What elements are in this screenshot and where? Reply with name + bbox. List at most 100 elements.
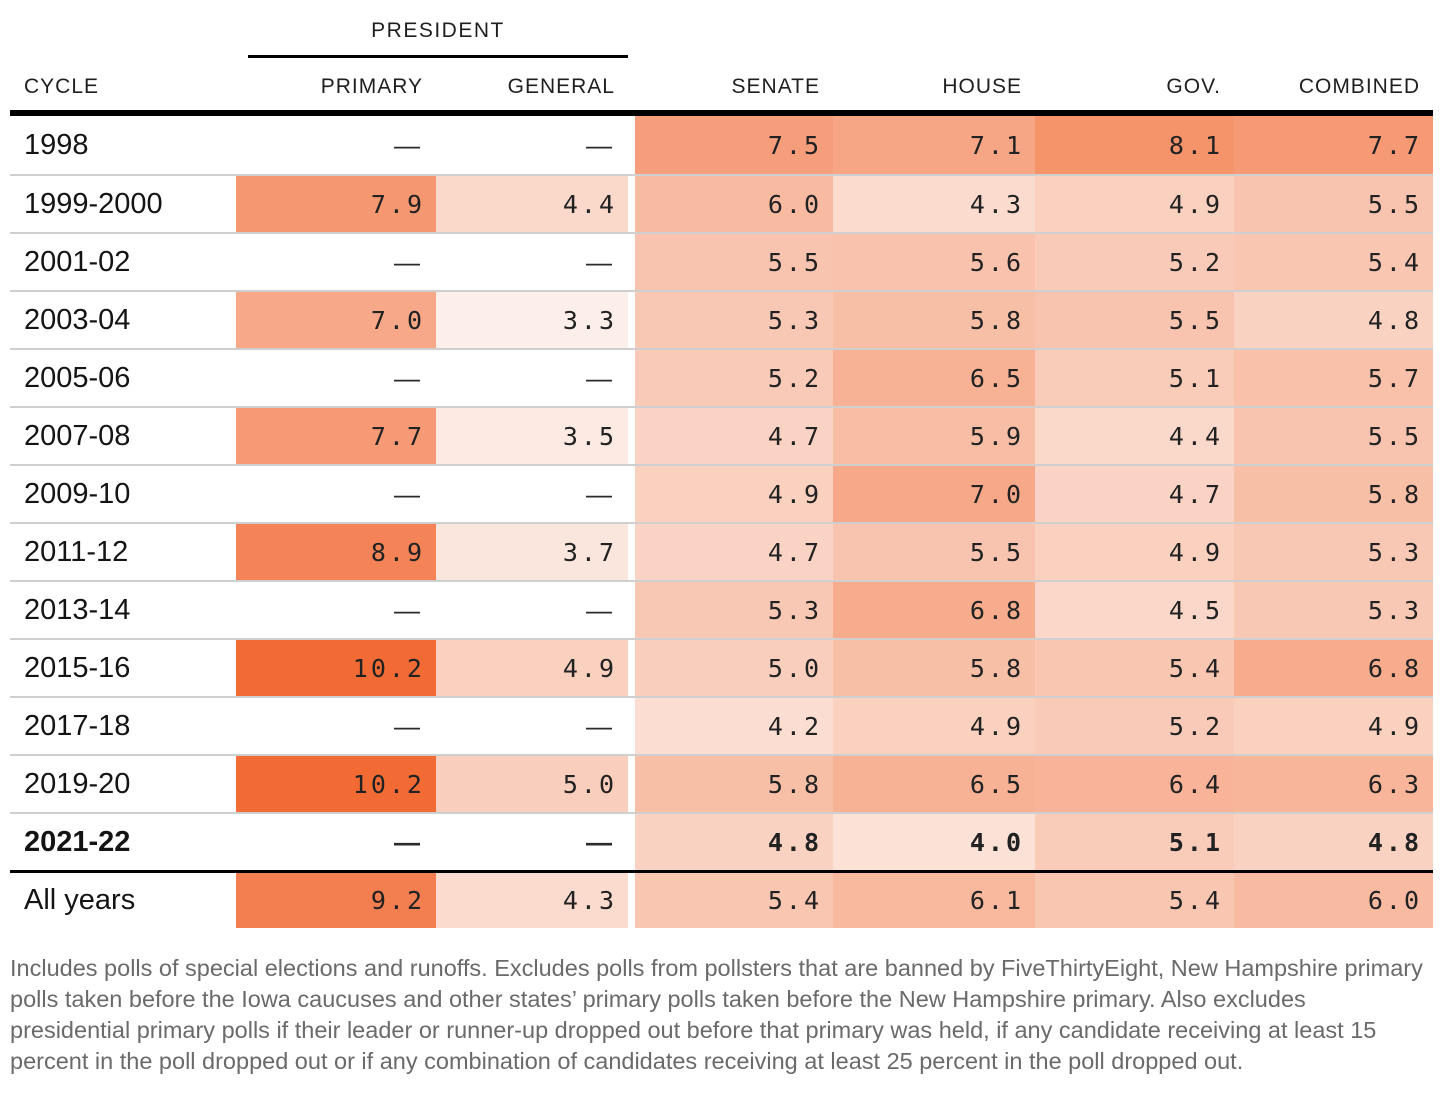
value-cell: 5.3	[1234, 582, 1433, 638]
cycle-cell: 2003-04	[24, 303, 131, 336]
table-row: 2011-12 8.9 3.7 4.7 5.5 4.9 5.3	[10, 522, 1433, 580]
value-cell: 6.8	[1234, 640, 1433, 696]
value-cell: 4.3	[833, 176, 1035, 232]
value-cell: 6.0	[635, 176, 833, 232]
value-cell: 5.3	[1234, 524, 1433, 580]
value-cell: 5.8	[1234, 466, 1433, 522]
table-row: 2003-04 7.0 3.3 5.3 5.8 5.5 4.8	[10, 290, 1433, 348]
cycle-cell: 2011-12	[24, 535, 129, 568]
value-cell: 5.5	[833, 524, 1035, 580]
value-cell: 4.9	[1234, 698, 1433, 754]
missing-value-cell: —	[394, 129, 420, 160]
value-cell: 7.0	[236, 292, 436, 348]
value-cell: 6.3	[1234, 756, 1433, 812]
value-cell: 7.1	[833, 116, 1035, 174]
value-cell: 5.4	[1035, 873, 1234, 928]
value-cell: 5.2	[1035, 698, 1234, 754]
value-cell: 7.7	[236, 408, 436, 464]
missing-value-cell: —	[394, 478, 420, 509]
value-cell: 4.3	[436, 873, 628, 928]
value-cell: 7.7	[1234, 116, 1433, 174]
table-row: 2007-08 7.7 3.5 4.7 5.9 4.4 5.5	[10, 406, 1433, 464]
column-header-senate: SENATE	[731, 75, 820, 98]
value-cell: 6.8	[833, 582, 1035, 638]
value-cell: 5.5	[1234, 176, 1433, 232]
value-cell: 4.9	[1035, 176, 1234, 232]
missing-value-cell: —	[586, 826, 612, 857]
value-cell: 6.5	[833, 756, 1035, 812]
value-cell: 5.1	[1035, 814, 1234, 870]
value-cell: 5.2	[1035, 234, 1234, 290]
value-cell: 5.5	[635, 234, 833, 290]
footnote: Includes polls of special elections and …	[10, 955, 1423, 1074]
value-cell: 5.0	[436, 756, 628, 812]
value-cell: 8.9	[236, 524, 436, 580]
value-cell: 6.1	[833, 873, 1035, 928]
cycle-cell: 2005-06	[24, 361, 131, 394]
missing-value-cell: —	[586, 129, 612, 160]
cycle-cell: 2013-14	[24, 593, 131, 626]
missing-value-cell: —	[586, 246, 612, 277]
value-cell: 7.0	[833, 466, 1035, 522]
value-cell: 5.8	[635, 756, 833, 812]
missing-value-cell: —	[394, 826, 420, 857]
cycle-cell: 2009-10	[24, 477, 131, 510]
value-cell: 4.7	[635, 408, 833, 464]
value-cell: 5.8	[833, 640, 1035, 696]
cycle-cell: 2015-16	[24, 651, 131, 684]
cycle-cell: 2019-20	[24, 767, 131, 800]
table-row: 2001-02 — — 5.5 5.6 5.2 5.4	[10, 232, 1433, 290]
value-cell: 5.2	[635, 350, 833, 406]
missing-value-cell: —	[394, 362, 420, 393]
column-header-combined: COMBINED	[1298, 75, 1420, 98]
president-group-header: PRESIDENT	[248, 19, 628, 58]
value-cell: 4.9	[436, 640, 628, 696]
value-cell: 5.4	[635, 873, 833, 928]
value-cell: 4.7	[1035, 466, 1234, 522]
group-header-row: PRESIDENT	[10, 8, 1433, 58]
table-row: All years 9.2 4.3 5.4 6.1 5.4 6.0	[10, 870, 1433, 928]
column-header-cycle: CYCLE	[24, 75, 100, 98]
value-cell: 4.8	[635, 814, 833, 870]
value-cell: 3.5	[436, 408, 628, 464]
column-header-row: CYCLE PRIMARY GENERAL SENATE HOUSE GOV. COMBIN…	[10, 58, 1433, 116]
missing-value-cell: —	[394, 710, 420, 741]
column-header-gov: GOV.	[1166, 75, 1221, 98]
table-row: 2013-14— —5.3 6.8 4.5 5.3	[10, 580, 1433, 638]
value-cell: 5.5	[1234, 408, 1433, 464]
heatmap-table-body: 1998— —7.5 7.1 8.1 7.7 1999-2000 7.9 4.4 6.0 4.3 4…	[10, 116, 1433, 928]
column-header-general: GENERAL	[507, 75, 615, 98]
value-cell: 5.5	[1035, 292, 1234, 348]
table-row: 2019-20 10.2 5.0 5.8 6.5 6.4 6.3	[10, 754, 1433, 812]
value-cell: 5.7	[1234, 350, 1433, 406]
missing-value-cell: —	[586, 710, 612, 741]
value-cell: 5.4	[1234, 234, 1433, 290]
value-cell: 5.3	[635, 582, 833, 638]
value-cell: 5.6	[833, 234, 1035, 290]
polling-error-table-page: PRESIDENT CYCLE PRIMARY GENERAL SENATE HOUSE…	[10, 8, 1433, 1074]
table-row: 2021-22— —4.8 4.0 5.1 4.8	[10, 812, 1433, 870]
value-cell: 4.9	[635, 466, 833, 522]
table-row: 2017-18— —4.2 4.9 5.2 4.9	[10, 696, 1433, 754]
value-cell: 4.9	[833, 698, 1035, 754]
value-cell: 5.8	[833, 292, 1035, 348]
value-cell: 5.0	[635, 640, 833, 696]
cycle-cell: 2001-02	[24, 245, 131, 278]
value-cell: 4.8	[1234, 814, 1433, 870]
value-cell: 8.1	[1035, 116, 1234, 174]
missing-value-cell: —	[586, 594, 612, 625]
value-cell: 10.2	[236, 640, 436, 696]
value-cell: 5.4	[1035, 640, 1234, 696]
value-cell: 4.9	[1035, 524, 1234, 580]
cycle-cell: All years	[24, 884, 136, 916]
value-cell: 7.9	[236, 176, 436, 232]
value-cell: 4.8	[1234, 292, 1433, 348]
value-cell: 4.7	[635, 524, 833, 580]
value-cell: 4.4	[436, 176, 628, 232]
missing-value-cell: —	[394, 246, 420, 277]
value-cell: 3.7	[436, 524, 628, 580]
value-cell: 6.4	[1035, 756, 1234, 812]
table-row: 1999-2000 7.9 4.4 6.0 4.3 4.9 5.5	[10, 174, 1433, 232]
table-row: 1998 — — 7.5 7.1 8.1 7.7	[10, 116, 1433, 174]
missing-value-cell: —	[586, 362, 612, 393]
